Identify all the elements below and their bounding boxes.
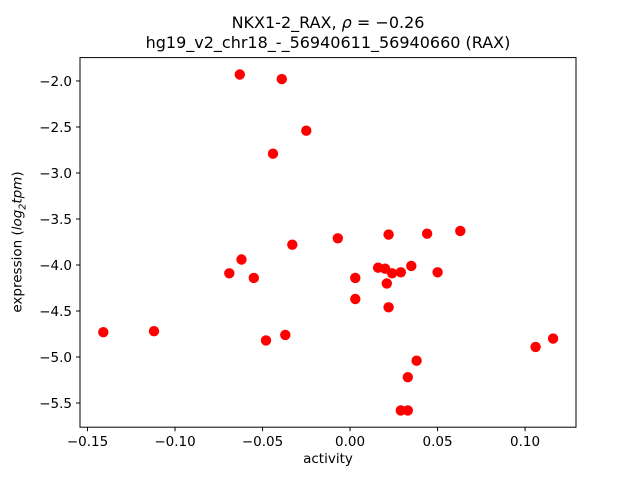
data-point [350,293,361,305]
y-label-prefix: expression ( [9,230,26,313]
data-point [395,267,406,278]
y-label-subscript: 2 [17,203,29,210]
y-tick-label: −3.5 [39,212,72,228]
y-tick-label: −4.5 [39,304,72,320]
chart-title: NKX1-2_RAX, ρ = −0.26 hg19_v2_chr18_-_56… [80,13,576,52]
data-point [260,335,272,346]
chart-title-line1: NKX1-2_RAX, ρ = −0.26 [80,13,576,33]
data-point [381,278,392,289]
data-point [383,229,394,240]
data-point [455,225,466,237]
data-point [236,254,247,265]
data-point [386,268,398,279]
x-tick-label: −0.05 [242,434,283,450]
x-tick-label: 0.10 [510,434,540,450]
x-tick-label: 0.00 [335,434,365,450]
data-point [98,327,109,338]
data-point [432,267,443,278]
data-point [383,302,394,313]
y-tick-label: −5.5 [39,396,72,412]
y-label-suffix: ) [9,171,26,177]
data-point [234,69,245,80]
data-point [224,268,235,279]
x-tick-label: −0.15 [67,434,108,450]
data-point [411,355,422,366]
data-point [530,341,541,353]
x-tick-label: 0.05 [423,434,453,450]
data-point [350,272,361,284]
data-point [267,148,279,159]
data-point [301,125,312,136]
data-point [402,405,413,416]
y-axis-label: expression (log2tpm) [10,171,29,312]
chart-title-line2: hg19_v2_chr18_-_56940611_56940660 (RAX) [145,32,511,52]
data-point [248,272,259,284]
y-tick-label: −2.5 [39,120,72,136]
data-point [406,260,417,272]
axes-frame [79,57,577,428]
title-rho-symbol: ρ [341,13,352,32]
data-point [276,73,287,85]
data-point [148,326,160,337]
x-tick-label: −0.10 [154,434,195,450]
y-tick-label: −5.0 [39,350,72,366]
data-point [547,333,559,344]
y-tick-label: −3.0 [39,166,72,182]
title-correlation-value: = −0.26 [351,13,425,32]
y-label-tpm: tpm [9,176,26,204]
title-prefix: NKX1-2_RAX, [231,13,342,32]
data-point [332,233,343,244]
x-axis-label: activity [303,451,353,467]
data-point [402,372,413,383]
data-point [287,239,298,250]
y-tick-label: −2.0 [39,74,72,90]
data-point [280,329,291,341]
data-point [421,228,433,239]
y-label-log: log [9,209,26,231]
y-tick-label: −4.0 [39,258,72,274]
